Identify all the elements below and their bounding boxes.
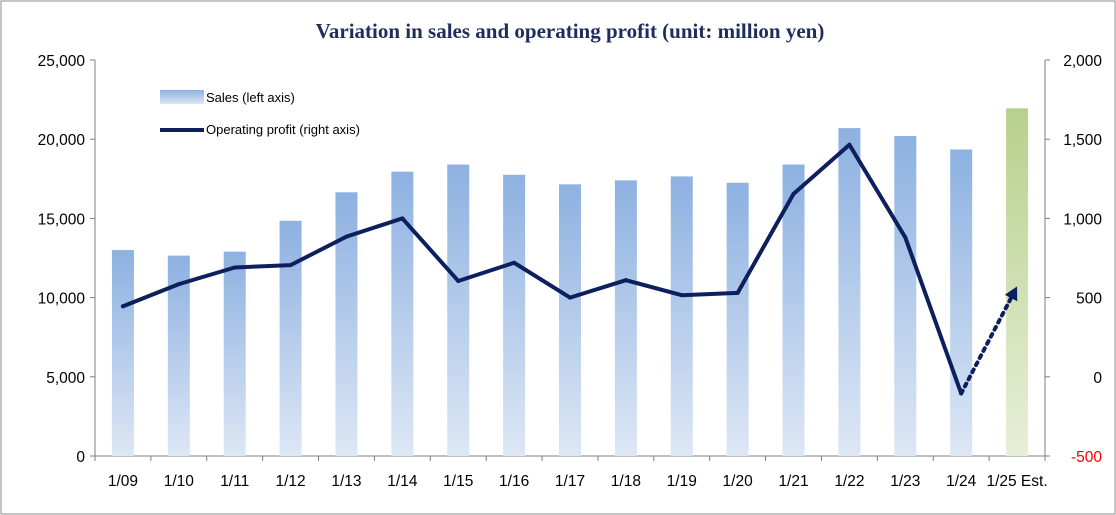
- x-axis-tick-label: 1/22: [834, 473, 864, 490]
- bar-sales: [503, 174, 526, 456]
- bar-sales: [223, 251, 246, 456]
- left-axis-tick-label: 10,000: [38, 291, 86, 308]
- x-axis-tick-label: 1/14: [387, 473, 418, 490]
- legend-label-profit: Operating profit (right axis): [206, 122, 360, 137]
- legend-swatch-sales: [160, 90, 204, 104]
- right-axis-tick-label: 1,000: [1063, 211, 1102, 228]
- bar-sales: [950, 149, 973, 456]
- x-axis-tick-label: 1/21: [778, 473, 808, 490]
- line-point-operating-profit: [568, 295, 572, 300]
- line-point-operating-profit: [232, 265, 237, 270]
- left-axis-tick-label: 0: [76, 449, 85, 466]
- line-point-operating-profit: [288, 263, 293, 268]
- right-axis-tick-label: 500: [1076, 291, 1102, 308]
- left-axis-tick-label: 25,000: [38, 53, 86, 70]
- left-axis-tick-label: 20,000: [38, 132, 86, 149]
- estimate-dotted-line: [959, 291, 1016, 396]
- line-point-operating-profit: [456, 278, 461, 283]
- right-axis-tick-label: 2,000: [1063, 53, 1102, 70]
- bar-sales: [838, 128, 861, 456]
- line-point-operating-profit: [344, 234, 349, 239]
- legend: Sales (left axis) Operating profit (righ…: [160, 90, 360, 137]
- bar-sales: [670, 176, 693, 456]
- line-point-operating-profit: [512, 260, 517, 265]
- legend-label-sales: Sales (left axis): [206, 90, 295, 105]
- line-point-operating-profit: [120, 304, 125, 309]
- x-axis-tick-label: 1/16: [499, 473, 529, 490]
- x-axis-tick-label: 1/18: [611, 473, 641, 490]
- x-axis-tick-label: 1/11: [220, 473, 249, 490]
- left-axis-tick-label: 15,000: [38, 211, 86, 228]
- bar-sales: [447, 164, 470, 456]
- x-axis-tick-label: 1/20: [723, 473, 754, 490]
- right-axis-tick-label: 0: [1093, 370, 1102, 387]
- x-axis-tick-label: 1/09: [108, 473, 138, 490]
- x-axis-tick-label: 1/17: [555, 473, 585, 490]
- line-point-operating-profit: [176, 282, 181, 287]
- x-axis-tick-label: 1/13: [331, 473, 361, 490]
- bar-sales: [335, 192, 358, 456]
- left-axis-tick-label: 5,000: [46, 370, 85, 387]
- bar-sales: [279, 220, 302, 456]
- line-point-operating-profit: [791, 191, 796, 196]
- bar-sales: [111, 250, 134, 456]
- bar-sales: [167, 255, 190, 456]
- line-point-operating-profit: [623, 278, 628, 283]
- x-axis-tick-label: 1/15: [443, 473, 473, 490]
- estimate-arrow-head: [1004, 286, 1018, 302]
- x-axis-tick-label: 1/10: [164, 473, 195, 490]
- bar-sales: [894, 136, 917, 457]
- right-axis-tick-label: 1,500: [1063, 132, 1102, 149]
- x-axis-tick-label: 1/23: [890, 473, 920, 490]
- x-axis-tick-label: 1/25 Est.: [986, 473, 1047, 490]
- line-point-operating-profit: [735, 290, 740, 295]
- line-point-operating-profit: [679, 293, 684, 298]
- right-axis-tick-label: -500: [1071, 449, 1102, 466]
- line-operating-profit: [120, 142, 964, 396]
- x-axis-tick-label: 1/19: [667, 473, 697, 490]
- line-point-operating-profit: [847, 142, 852, 147]
- line-point-operating-profit: [400, 216, 405, 221]
- chart-title: Variation in sales and operating profit …: [316, 19, 825, 43]
- bar-sales: [559, 184, 581, 456]
- line-point-operating-profit: [903, 235, 908, 240]
- bar-sales: [726, 182, 749, 456]
- x-axis-tick-label: 1/24: [946, 473, 977, 490]
- bar-sales: [782, 164, 805, 456]
- bar-sales: [614, 180, 637, 456]
- bar-sales-estimate: [1006, 108, 1029, 456]
- x-axis-tick-label: 1/12: [276, 473, 306, 490]
- bar-sales: [391, 171, 414, 456]
